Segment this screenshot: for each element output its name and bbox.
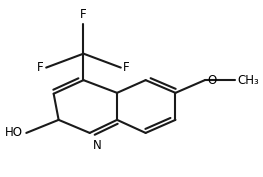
Text: F: F <box>80 8 87 21</box>
Text: HO: HO <box>5 126 23 139</box>
Text: F: F <box>37 61 44 74</box>
Text: O: O <box>207 74 216 87</box>
Text: N: N <box>93 138 102 152</box>
Text: F: F <box>123 61 130 74</box>
Text: CH₃: CH₃ <box>238 74 259 87</box>
